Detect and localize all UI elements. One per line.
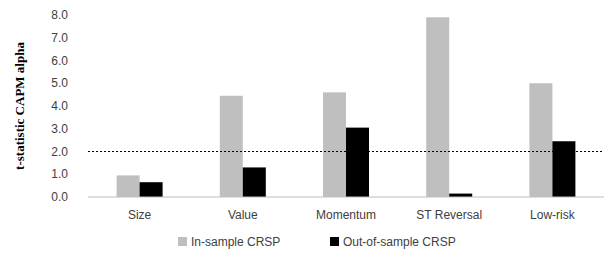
x-tick-label: Momentum <box>316 208 376 222</box>
legend-label: In-sample CRSP <box>191 235 280 249</box>
y-tick-label: 4.0 <box>51 99 68 113</box>
y-tick <box>84 15 88 16</box>
bar <box>426 17 449 197</box>
y-tick <box>84 37 88 38</box>
y-tick <box>84 174 88 175</box>
y-tick <box>84 197 88 198</box>
x-tick-label: Low-risk <box>530 208 576 222</box>
bars <box>117 17 576 197</box>
y-tick <box>84 106 88 107</box>
y-tick <box>84 151 88 152</box>
x-tick-label: Size <box>128 208 152 222</box>
bar <box>346 128 369 197</box>
bar <box>529 83 552 197</box>
bar <box>323 92 346 197</box>
y-tick-label: 7.0 <box>51 31 68 45</box>
bar <box>220 96 243 197</box>
legend-swatch <box>178 237 187 246</box>
y-tick-label: 2.0 <box>51 145 68 159</box>
bar <box>117 175 140 197</box>
y-tick <box>84 83 88 84</box>
bar <box>243 167 266 197</box>
chart-container: 0.0 1.0 2.0 3.0 4.0 5.0 6.0 7.0 8.0 t-statistic C… <box>0 0 614 270</box>
y-tick-label: 8.0 <box>51 8 68 22</box>
x-tick-label: Value <box>228 208 258 222</box>
y-tick-label: 1.0 <box>51 167 68 181</box>
x-axis-line <box>88 197 604 198</box>
y-tick-label: 5.0 <box>51 76 68 90</box>
legend: In-sample CRSP Out-of-sample CRSP <box>178 235 456 249</box>
bar <box>449 194 472 197</box>
y-axis-title: t-statistic CAPM alpha <box>12 42 27 170</box>
bar <box>140 182 163 197</box>
legend-label: Out-of-sample CRSP <box>343 235 456 249</box>
y-tick-label: 3.0 <box>51 122 68 136</box>
y-tick-label: 6.0 <box>51 54 68 68</box>
chart-svg: 0.0 1.0 2.0 3.0 4.0 5.0 6.0 7.0 8.0 t-statistic C… <box>0 0 614 270</box>
y-tick <box>84 60 88 61</box>
legend-swatch <box>330 237 339 246</box>
x-tick-label: ST Reversal <box>416 208 482 222</box>
bar <box>552 141 575 197</box>
y-tick <box>84 128 88 129</box>
threshold-line <box>88 151 604 152</box>
y-tick-label: 0.0 <box>51 190 68 204</box>
